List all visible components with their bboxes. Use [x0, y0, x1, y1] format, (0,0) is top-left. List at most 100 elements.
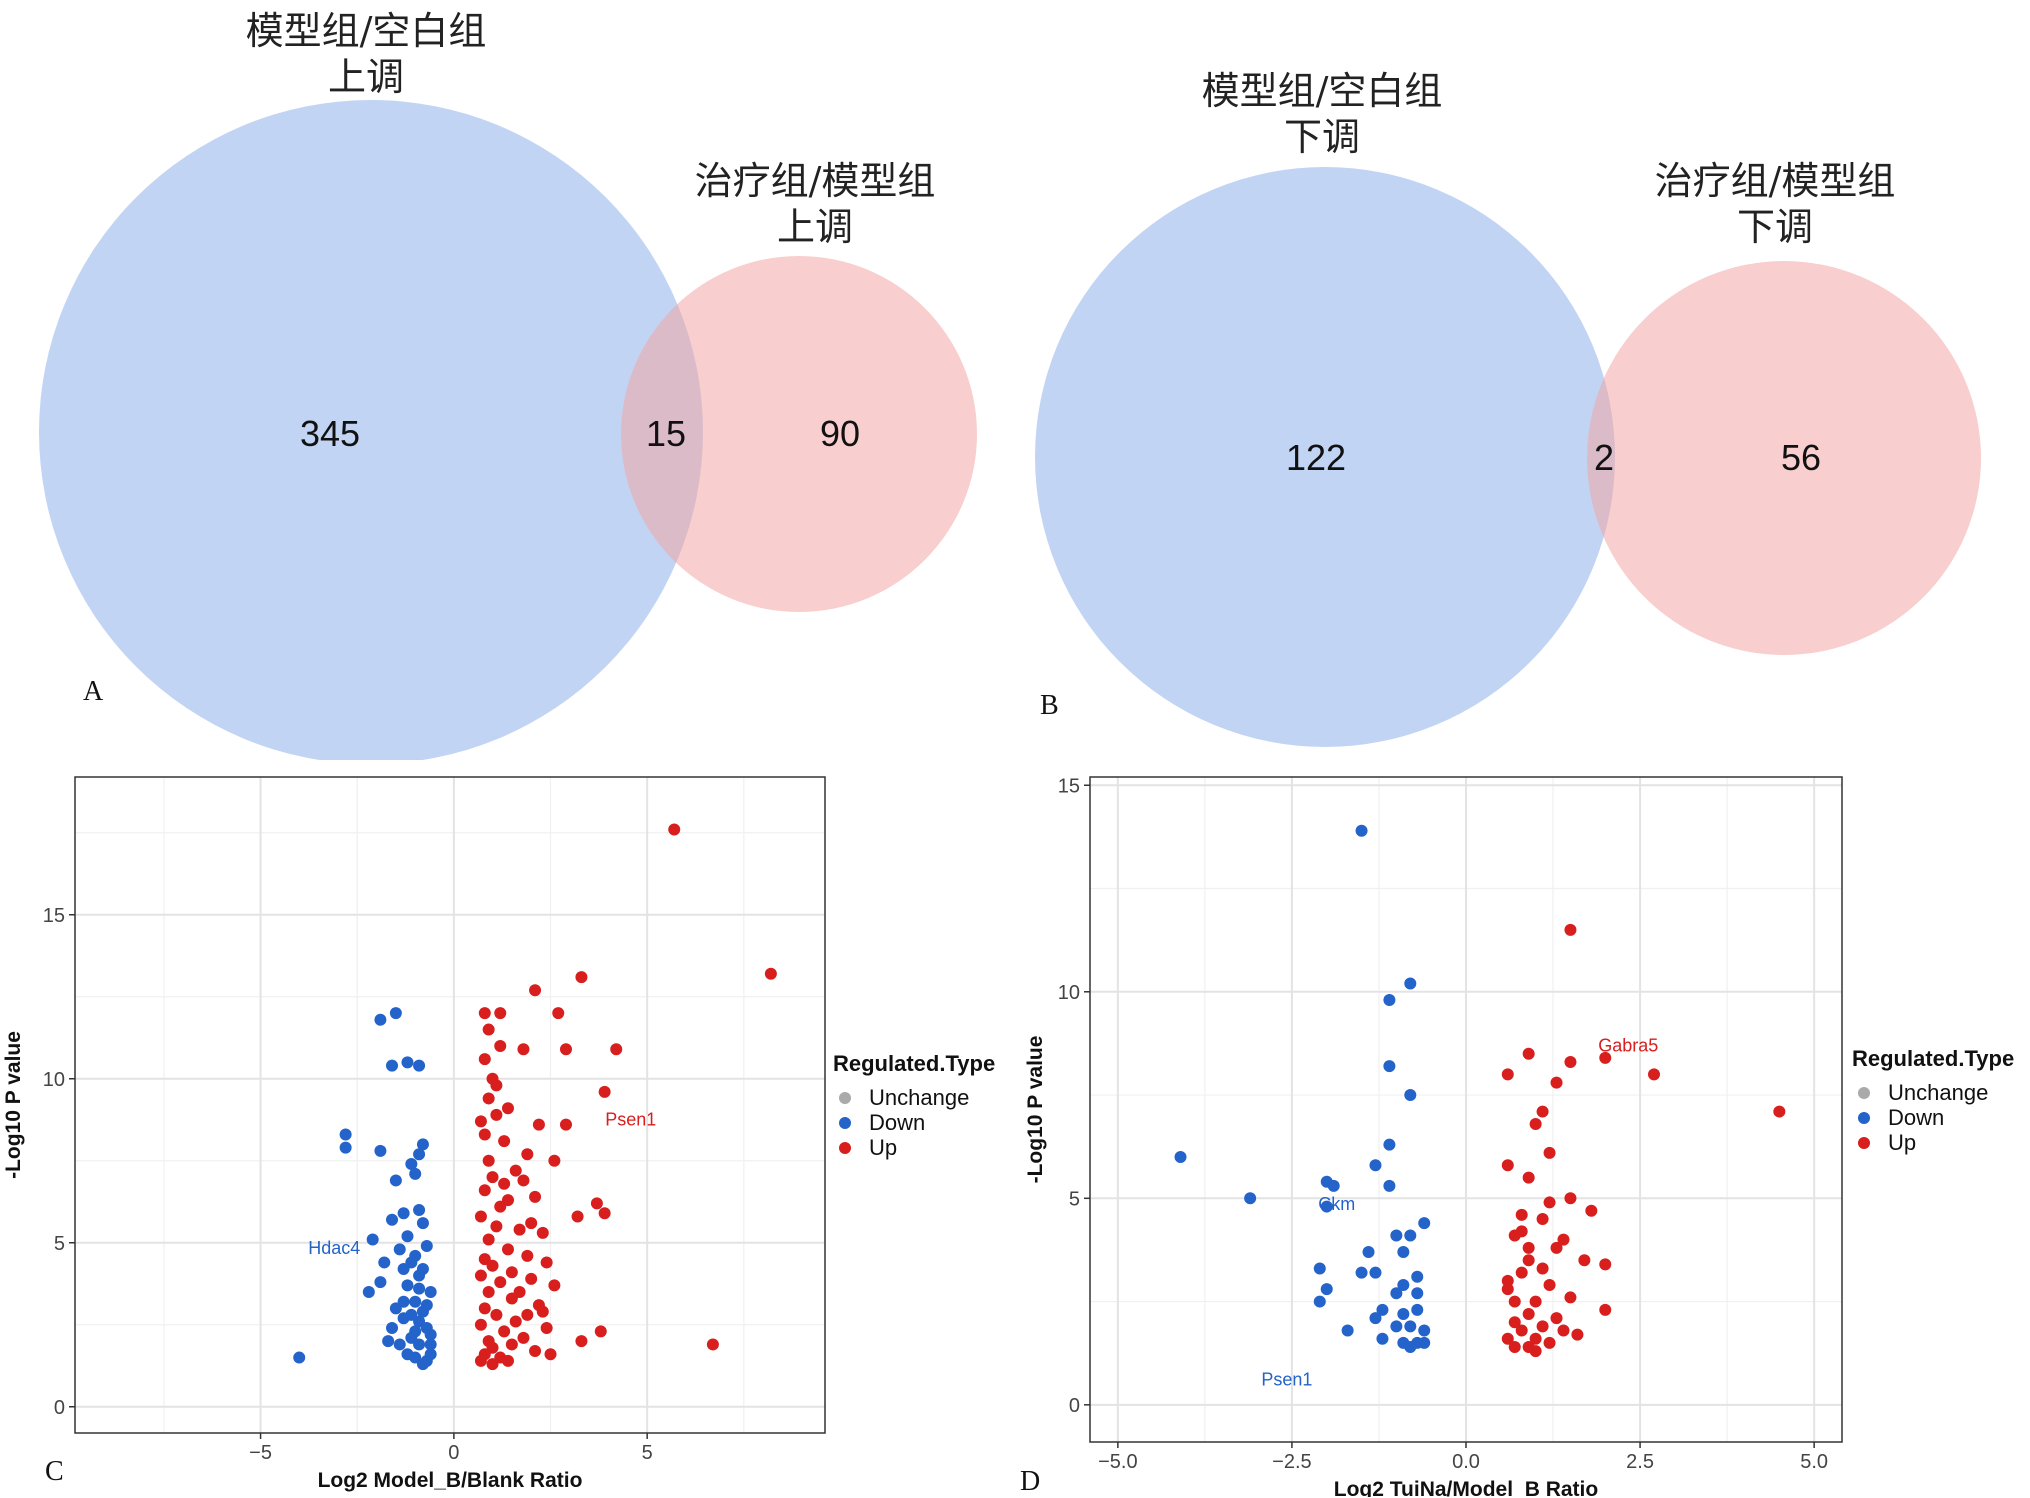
data-point-down [1390, 1229, 1403, 1242]
data-point-up [478, 1007, 491, 1020]
data-point-up [610, 1043, 623, 1056]
data-point-down [1418, 1324, 1431, 1337]
data-point-up [478, 1053, 491, 1066]
venn-b-left-count: 122 [1286, 437, 1346, 478]
data-point-down [1383, 994, 1396, 1007]
y-tick-label: 0 [54, 1397, 65, 1419]
data-point-up [540, 1322, 553, 1335]
venn-a-right-title: 治疗组/模型组 上调 [665, 158, 965, 250]
data-point-up [1585, 1204, 1598, 1217]
data-point-down [409, 1295, 422, 1308]
data-point-up [517, 1174, 530, 1187]
data-point-up [1522, 1241, 1535, 1254]
data-point-down [424, 1348, 437, 1361]
legend-item-label: Down [1888, 1105, 1944, 1130]
data-point-up [548, 1154, 561, 1167]
data-point-down [416, 1217, 429, 1230]
x-axis-title: Log2 TuiNa/Model_B Ratio [1334, 1478, 1598, 1497]
data-point-up [501, 1243, 514, 1256]
data-point-up [1599, 1258, 1612, 1271]
data-point-up [1501, 1159, 1514, 1172]
data-point-up [482, 1154, 495, 1167]
data-point-down [1174, 1151, 1187, 1163]
data-point-down [378, 1256, 391, 1269]
y-tick-label: 15 [1058, 775, 1080, 797]
venn-a-right-title-line1: 治疗组/模型组 [694, 159, 936, 203]
data-point-down [1418, 1217, 1431, 1230]
data-point-down [420, 1240, 433, 1253]
data-point-up [590, 1197, 603, 1210]
data-point-up [575, 1335, 588, 1348]
data-point-up [1578, 1254, 1591, 1267]
data-point-down [1411, 1303, 1424, 1316]
data-point-up [1515, 1208, 1528, 1221]
data-point-down [1397, 1246, 1410, 1258]
data-point-down [1376, 1303, 1389, 1316]
data-point-down [401, 1056, 414, 1069]
data-point-down [1341, 1324, 1354, 1337]
x-tick-label: −5.0 [1098, 1451, 1137, 1473]
data-point-down [1369, 1312, 1382, 1325]
data-point-up [529, 1190, 542, 1203]
x-axis-title: Log2 Model_B/Blank Ratio [318, 1469, 583, 1492]
data-point-down [374, 1013, 387, 1026]
data-point-down [339, 1141, 352, 1154]
venn-b-right-title: 治疗组/模型组 下调 [1625, 158, 1925, 250]
data-point-up [1564, 1056, 1577, 1068]
gene-label: Ckm [1318, 1194, 1355, 1214]
x-tick-label: −2.5 [1272, 1451, 1311, 1473]
venn-b-left-title-line2: 下调 [1283, 115, 1360, 159]
data-point-up [509, 1164, 522, 1177]
data-point-up [1543, 1196, 1556, 1209]
venn-a-overlap-count: 15 [646, 413, 686, 454]
venn-a-left-title-line2: 上调 [327, 55, 404, 99]
data-point-up [529, 1345, 542, 1357]
data-point-up [1536, 1262, 1549, 1275]
data-point-up [1522, 1047, 1535, 1060]
data-point-up [482, 1092, 495, 1105]
data-point-up [1536, 1105, 1549, 1118]
data-point-down [413, 1269, 426, 1282]
data-point-up [536, 1305, 549, 1318]
legend-item-label: Up [1888, 1130, 1916, 1155]
data-point-down [1411, 1287, 1424, 1300]
data-point-up [517, 1331, 530, 1344]
data-point-up [474, 1115, 487, 1128]
data-point-up [1522, 1171, 1535, 1184]
data-point-down [420, 1299, 433, 1312]
data-point-up [1501, 1068, 1514, 1081]
data-point-up [494, 1276, 507, 1289]
data-point-down [1404, 1229, 1417, 1242]
data-point-up [486, 1259, 499, 1272]
x-tick-label: 0 [448, 1442, 459, 1464]
data-point-down [1376, 1332, 1389, 1345]
data-point-up [544, 1348, 557, 1361]
data-point-up [490, 1220, 503, 1233]
venn-b-right-title-line1: 治疗组/模型组 [1654, 159, 1896, 203]
data-point-down [397, 1295, 410, 1308]
data-point-down [424, 1285, 437, 1298]
data-point-up [1564, 1192, 1577, 1205]
data-point-down [1313, 1295, 1326, 1308]
data-point-down [416, 1358, 429, 1371]
data-point-down [413, 1282, 426, 1295]
data-point-up [478, 1302, 491, 1315]
legend-key [1858, 1137, 1870, 1149]
data-point-up [1522, 1254, 1535, 1267]
data-point-up [494, 1039, 507, 1052]
data-point-down [413, 1338, 426, 1351]
data-point-down [1404, 1089, 1417, 1102]
data-point-down [1355, 824, 1368, 837]
data-point-up [1550, 1312, 1563, 1325]
legend-key [1858, 1087, 1870, 1099]
panel-label-c: C [45, 1456, 64, 1487]
data-point-up [571, 1210, 584, 1223]
data-point-down [1244, 1192, 1257, 1205]
data-point-up [1564, 1291, 1577, 1304]
data-point-up [1550, 1076, 1563, 1089]
data-point-up [1599, 1303, 1612, 1316]
venn-a-left-count: 345 [300, 413, 360, 454]
data-point-up [529, 984, 542, 997]
data-point-up [517, 1043, 530, 1056]
data-point-up [598, 1085, 611, 1098]
